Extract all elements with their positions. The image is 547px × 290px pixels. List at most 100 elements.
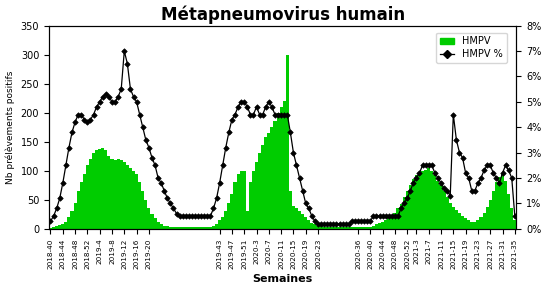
Bar [418,174,421,229]
Bar [319,226,323,229]
Bar [495,182,498,229]
Bar [350,227,353,229]
Y-axis label: Nb prélèvements positifs: Nb prélèvements positifs [5,70,15,184]
Bar [156,222,160,229]
Bar [289,191,292,229]
Bar [110,159,114,229]
Bar [83,174,86,229]
Bar [141,191,144,229]
Bar [390,216,393,229]
Bar [61,224,65,229]
Bar [228,203,230,229]
Bar [488,200,492,229]
Bar [455,210,458,229]
Bar [492,191,495,229]
Bar [218,220,221,229]
Bar [498,177,501,229]
Bar [375,224,378,229]
Bar [104,151,107,229]
Bar [276,113,280,229]
Bar [107,156,110,229]
Bar [132,171,135,229]
Bar [307,220,310,229]
Bar [215,224,218,229]
Bar [482,213,486,229]
X-axis label: Semaines: Semaines [253,274,313,284]
Bar [150,214,154,229]
Bar [154,218,156,229]
Bar [412,180,415,229]
Bar [507,194,510,229]
Bar [230,194,234,229]
Bar [372,226,375,229]
Bar [71,211,73,229]
Bar [421,171,424,229]
Bar [415,175,418,229]
Bar [181,227,184,229]
Bar [264,137,267,229]
Bar [301,214,304,229]
Bar [384,220,387,229]
Bar [332,227,335,229]
Bar [452,207,455,229]
Bar [224,211,228,229]
Bar [403,197,406,229]
Bar [77,191,80,229]
Bar [325,227,329,229]
Bar [58,225,61,229]
Bar [55,226,58,229]
Bar [399,204,403,229]
Bar [101,148,104,229]
Bar [126,165,129,229]
Bar [430,171,433,229]
Bar [480,217,482,229]
Bar [144,200,147,229]
Bar [86,165,89,229]
Bar [433,175,437,229]
Bar [439,185,443,229]
Bar [129,168,132,229]
Bar [123,162,126,229]
Bar [335,227,338,229]
Bar [196,227,200,229]
Bar [274,122,276,229]
Bar [73,203,77,229]
Legend: HMPV, HMPV %: HMPV, HMPV % [436,32,507,63]
Bar [221,217,224,229]
Bar [347,227,350,229]
Bar [424,170,427,229]
Bar [194,227,196,229]
Bar [304,217,307,229]
Bar [190,227,194,229]
Bar [443,191,446,229]
Bar [449,203,452,229]
Bar [258,153,261,229]
Bar [292,206,295,229]
Bar [187,227,190,229]
Bar [206,227,209,229]
Bar [504,181,507,229]
Bar [467,220,470,229]
Bar [267,133,270,229]
Bar [359,227,363,229]
Bar [381,222,384,229]
Bar [513,220,516,229]
Bar [209,227,212,229]
Bar [427,168,430,229]
Bar [473,222,476,229]
Bar [49,228,52,229]
Bar [366,227,369,229]
Bar [234,182,236,229]
Bar [178,227,181,229]
Bar [470,222,473,229]
Bar [501,174,504,229]
Bar [98,149,101,229]
Bar [236,174,240,229]
Bar [510,209,513,229]
Bar [160,224,162,229]
Bar [52,227,55,229]
Bar [243,171,246,229]
Bar [409,185,412,229]
Bar [172,227,175,229]
Bar [255,162,258,229]
